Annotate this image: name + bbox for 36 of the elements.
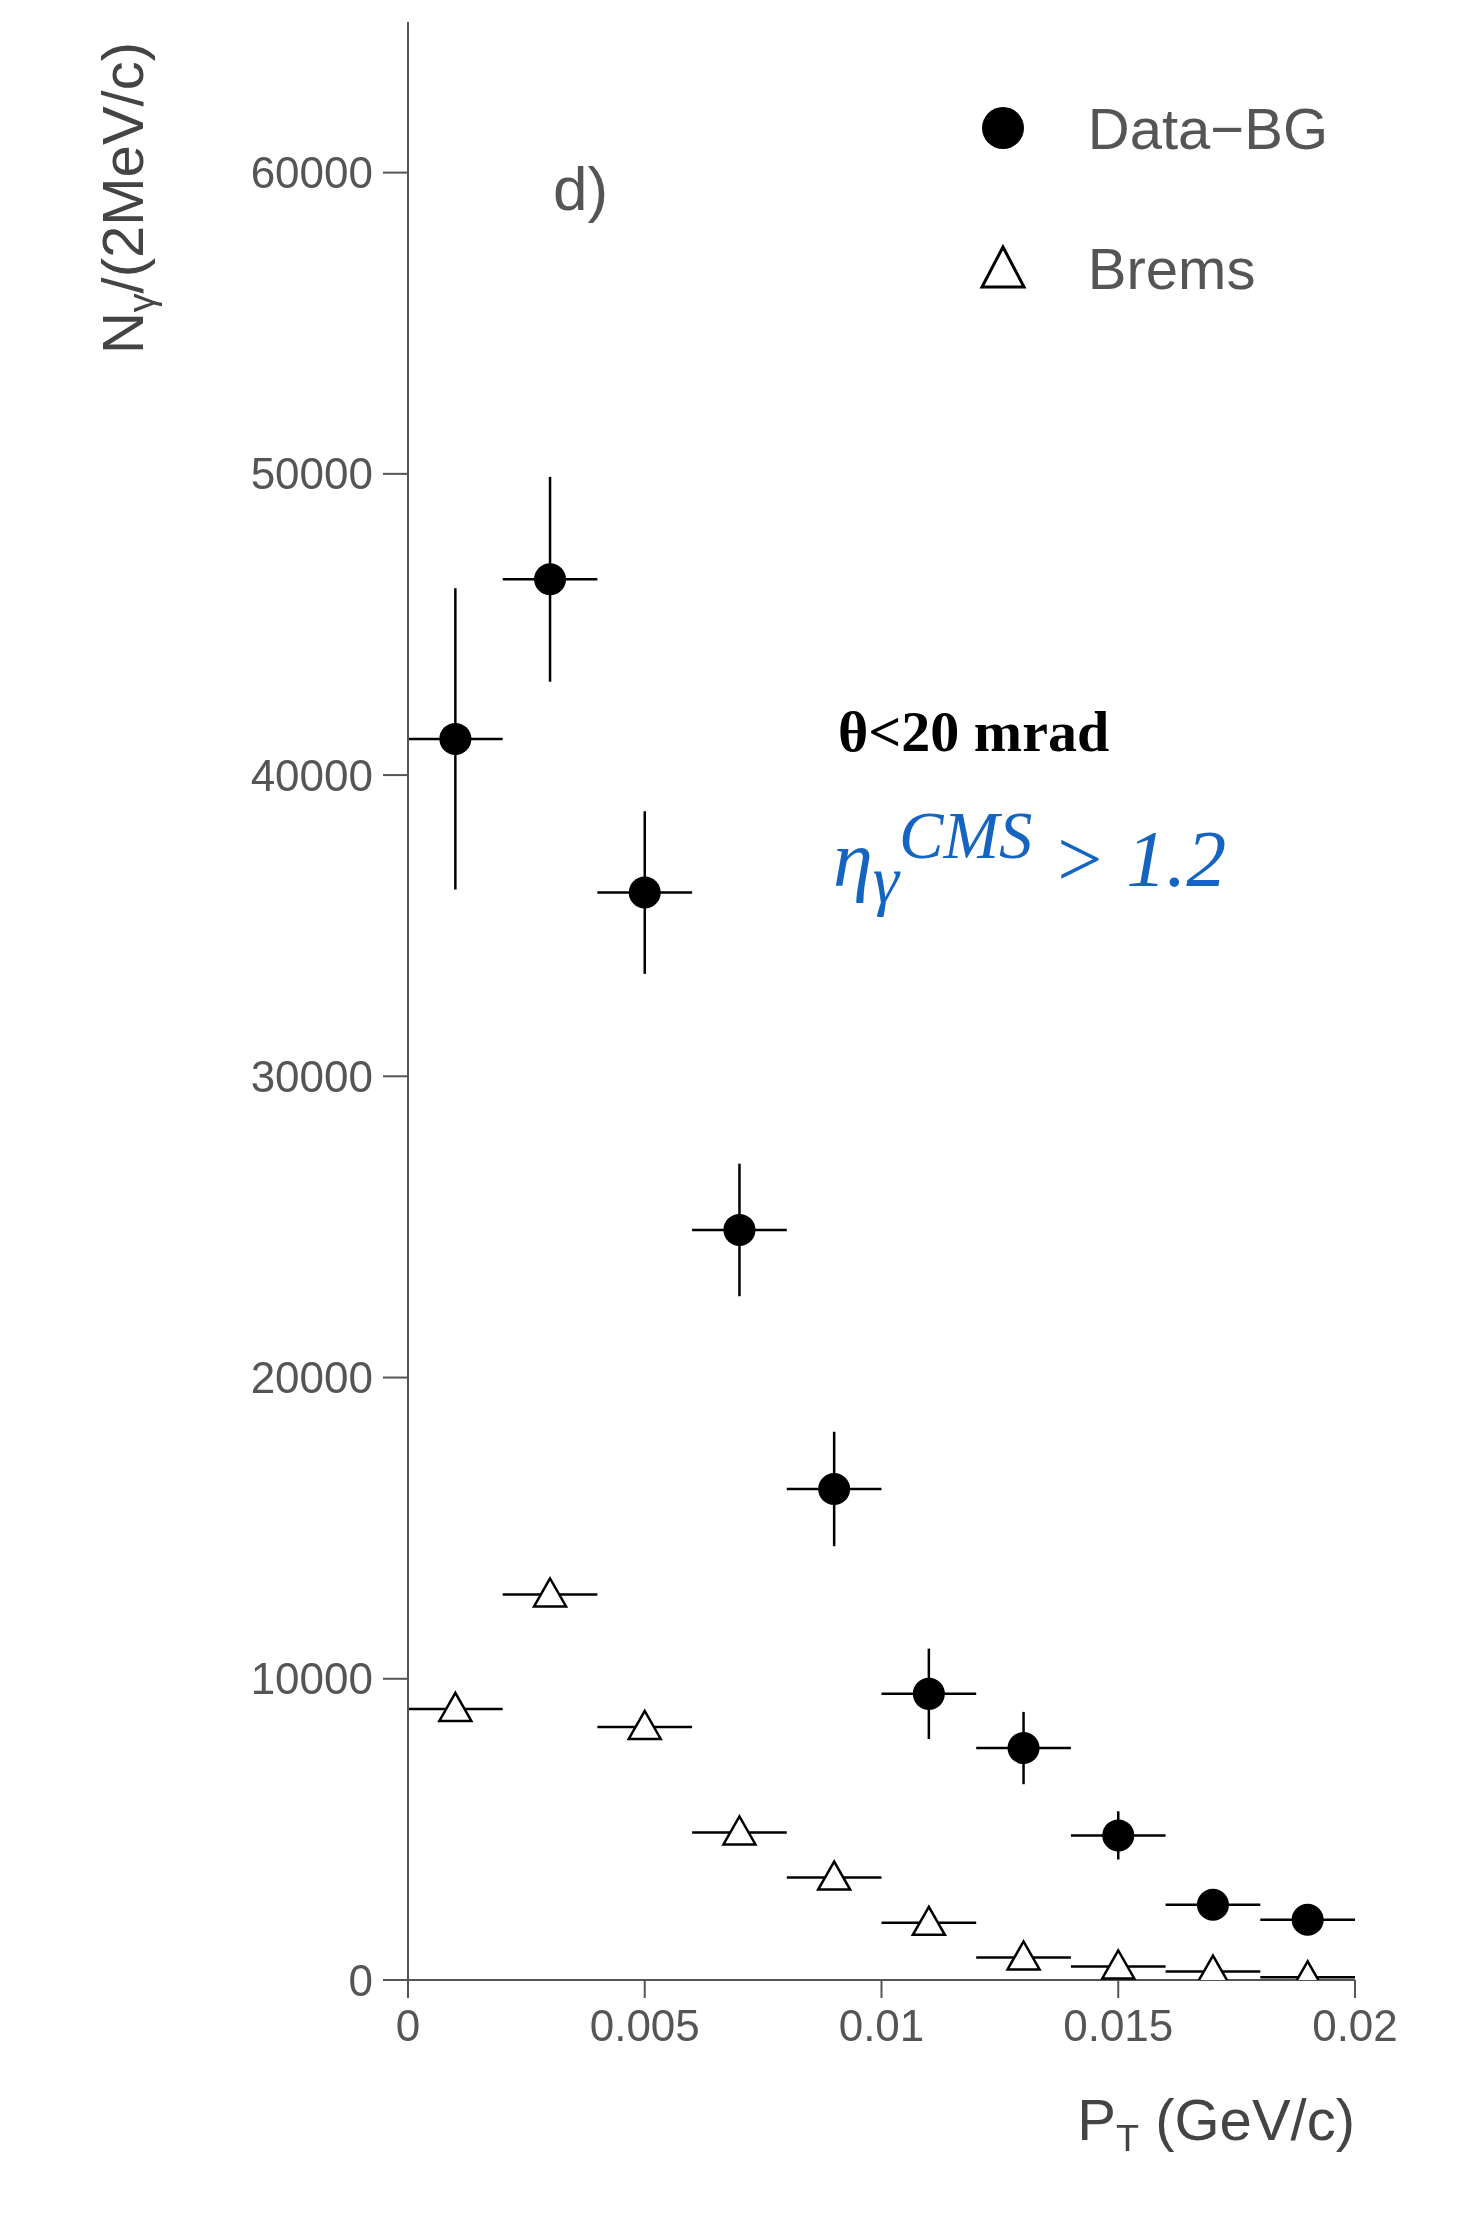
x-tick-label: 0 (395, 2001, 421, 2051)
point (816, 1860, 852, 1891)
point (1007, 1732, 1040, 1765)
point (534, 563, 567, 596)
point (722, 1815, 757, 1846)
x-tick-label: 0.01 (838, 2001, 925, 2051)
y-tick-label: 10000 (250, 1654, 373, 1704)
x-tick-label: 0.015 (1063, 2001, 1174, 2051)
y-tick-label: 60000 (250, 148, 373, 198)
point (912, 1677, 945, 1710)
annotation: d) (553, 153, 609, 224)
point (723, 1213, 756, 1246)
x-tick-label: 0.02 (1312, 2001, 1398, 2051)
y-tick-label: 40000 (250, 750, 373, 800)
x-axis-title: P$_{T}$ (GeV/c) (1077, 2087, 1355, 2160)
point (1196, 1888, 1229, 1921)
point (1006, 1940, 1041, 1971)
point (439, 722, 472, 755)
y-tick-label: 30000 (250, 1051, 373, 1101)
point (627, 1709, 662, 1741)
x-tick-label: 0.005 (589, 2001, 700, 2051)
y-tick-label: 20000 (250, 1353, 373, 1403)
y-tick-label: 0 (348, 1955, 373, 2005)
point (532, 1577, 568, 1608)
annotation: θ<20 mrad (838, 698, 1110, 765)
annotation: η$_{γ}$$^{CMS}$ > 1.2 (833, 798, 1227, 919)
y-tick-label: 50000 (250, 449, 373, 499)
point (1101, 1949, 1136, 1980)
point (1102, 1819, 1135, 1852)
legend-label: Brems (1087, 234, 1256, 302)
point (628, 876, 661, 909)
point (438, 1691, 473, 1723)
legend-label: Data−BG (1087, 94, 1328, 162)
point (818, 1472, 851, 1505)
point (911, 1905, 947, 1937)
point (1291, 1903, 1324, 1936)
